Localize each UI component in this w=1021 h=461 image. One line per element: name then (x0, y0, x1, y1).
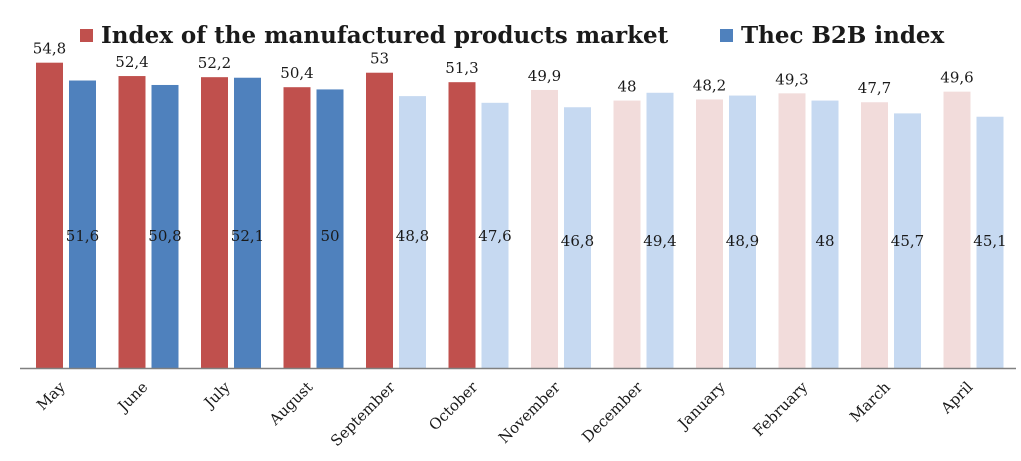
bar-manufactured-march (861, 102, 888, 368)
labels-layer: 54,8 51,6 May 52,4 50,8 June 52,2 52,1 July 50,4 5… (33, 40, 1007, 450)
legend: Index of the manufactured products marke… (0, 22, 1021, 56)
data-label-manufactured-may: 54,8 (33, 40, 66, 58)
x-tick-label-january: January (673, 378, 729, 434)
data-label-manufactured-december: 48 (617, 78, 636, 96)
data-label-b2b-december: 49,4 (643, 232, 676, 250)
bar-b2b-november (564, 107, 591, 368)
legend-item-manufactured-index: Index of the manufactured products marke… (80, 22, 668, 49)
bar-manufactured-october (448, 82, 476, 368)
data-label-b2b-july: 52,1 (231, 227, 264, 245)
data-label-manufactured-september: 53 (370, 50, 389, 68)
data-label-b2b-august: 50 (320, 227, 339, 245)
data-label-b2b-january: 48,9 (726, 232, 759, 250)
bar-manufactured-june (118, 76, 146, 369)
x-tick-label-september: September (327, 378, 399, 450)
data-label-b2b-april: 45,1 (973, 232, 1006, 250)
bar-b2b-july (234, 77, 261, 368)
x-tick-label-march: March (846, 378, 894, 426)
bars-layer (36, 62, 1004, 369)
bar-b2b-june (151, 84, 179, 368)
data-label-manufactured-october: 51,3 (445, 59, 478, 77)
bar-b2b-august (316, 89, 344, 368)
data-label-manufactured-april: 49,6 (940, 69, 973, 87)
x-tick-label-august: August (265, 378, 316, 429)
data-label-b2b-march: 45,7 (891, 232, 924, 250)
bar-manufactured-september (366, 72, 393, 368)
bar-manufactured-july (201, 77, 228, 369)
x-tick-label-october: October (425, 378, 482, 435)
bar-b2b-may (69, 80, 96, 368)
data-label-b2b-may: 51,6 (66, 227, 99, 245)
data-label-b2b-february: 48 (815, 232, 834, 250)
data-label-manufactured-august: 50,4 (280, 64, 313, 82)
data-label-manufactured-november: 49,9 (528, 67, 561, 85)
x-tick-label-april: April (937, 378, 977, 418)
data-label-b2b-october: 47,6 (478, 227, 511, 245)
bar-manufactured-january (696, 99, 723, 368)
data-label-manufactured-june: 52,4 (115, 53, 148, 71)
bar-b2b-september (399, 96, 426, 368)
bar-manufactured-february (778, 93, 806, 368)
x-tick-label-june: June (113, 378, 151, 416)
bar-b2b-december (646, 92, 674, 369)
legend-swatch-blue (720, 29, 733, 42)
bar-b2b-february (811, 100, 839, 369)
data-label-b2b-september: 48,8 (396, 227, 429, 245)
data-label-manufactured-july: 52,2 (198, 54, 231, 72)
bar-manufactured-december (613, 100, 641, 369)
bar-manufactured-august (283, 87, 311, 368)
data-label-b2b-june: 50,8 (148, 227, 181, 245)
legend-item-b2b-index: Thec B2B index (720, 22, 944, 49)
legend-swatch-red (80, 29, 93, 42)
data-label-manufactured-february: 49,3 (775, 70, 808, 88)
bar-b2b-january (729, 95, 756, 369)
x-tick-label-may: May (33, 378, 69, 414)
bar-manufactured-may (36, 62, 63, 368)
bar-b2b-october (481, 102, 509, 369)
x-tick-label-july: July (199, 378, 234, 413)
x-tick-label-february: February (749, 378, 811, 440)
x-tick-label-december: December (578, 378, 647, 447)
legend-label-b2b-index: Thec B2B index (741, 22, 945, 49)
data-label-manufactured-january: 48,2 (693, 76, 726, 94)
bar-manufactured-april (943, 91, 971, 369)
bar-b2b-march (894, 113, 921, 368)
bar-b2b-april (976, 116, 1004, 368)
legend-label-manufactured-index: Index of the manufactured products marke… (101, 22, 669, 49)
bar-manufactured-november (531, 89, 558, 368)
data-label-b2b-november: 46,8 (561, 232, 594, 250)
x-tick-label-november: November (495, 378, 564, 447)
data-label-manufactured-march: 47,7 (858, 79, 891, 97)
